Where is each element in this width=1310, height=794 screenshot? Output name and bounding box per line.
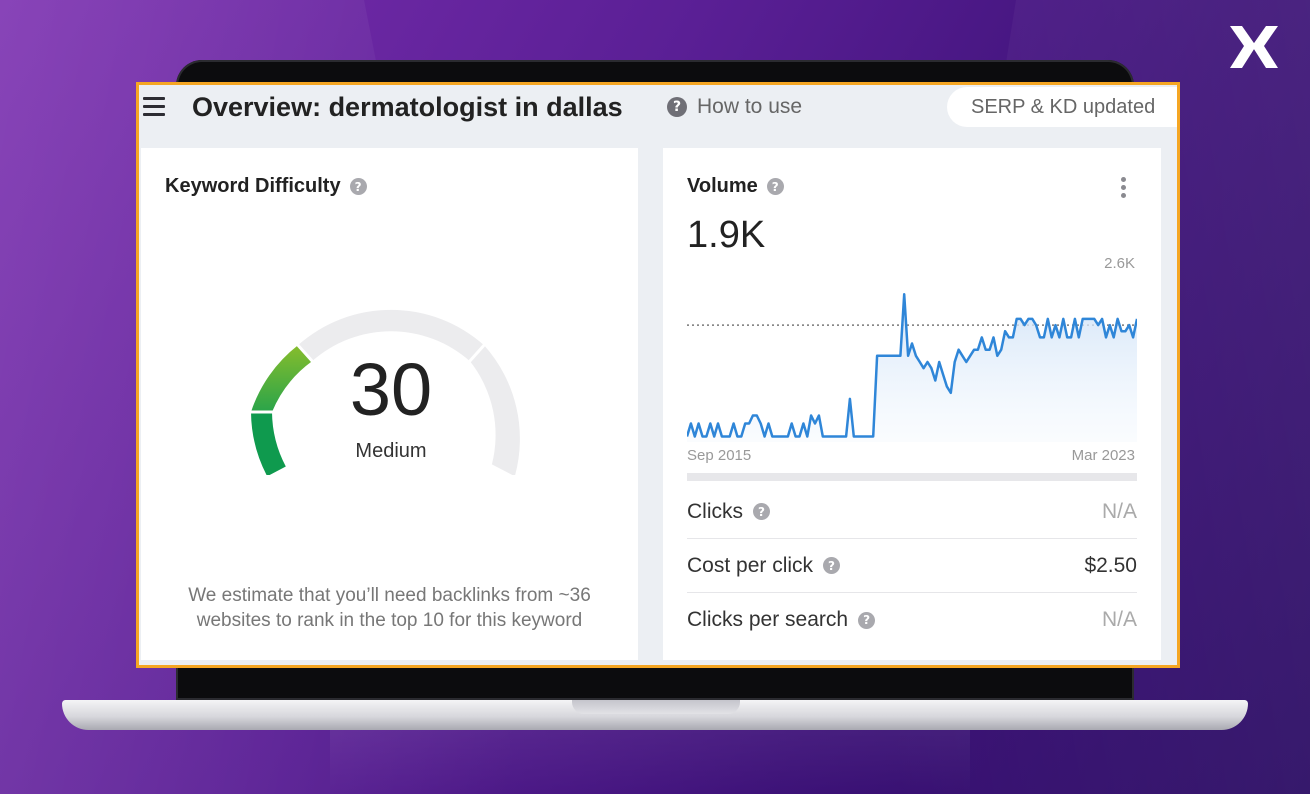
more-options-icon[interactable] — [1121, 177, 1127, 199]
gauge-fill-segment — [251, 412, 286, 475]
gauge-fill-segment — [251, 345, 312, 412]
difficulty-level: Medium — [355, 440, 427, 462]
how-to-use-label: How to use — [697, 95, 803, 118]
x-end-tick-label: Mar 2023 — [1072, 447, 1135, 464]
cost-per-click-label: Cost per click ? — [687, 553, 841, 578]
help-icon: ? — [667, 97, 687, 117]
gauge-track-segment — [470, 345, 520, 475]
keyword-difficulty-title: Keyword Difficulty ? — [165, 175, 367, 198]
difficulty-score: 30 — [349, 348, 433, 431]
page-title: Overview: dermatologist in dallas — [192, 92, 623, 122]
how-to-use-link[interactable]: ? How to use — [667, 95, 802, 119]
clicks-value: N/A — [1101, 499, 1137, 523]
clicks-per-search-label: Clicks per search ? — [687, 608, 876, 632]
clicks-label: Clicks ? — [687, 500, 770, 524]
gauge-track-segment — [297, 309, 485, 362]
y-max-tick-label: 2.6K — [1104, 255, 1135, 272]
cost-per-click-row: Cost per click ? $2.50 — [687, 539, 1137, 593]
clicks-per-search-row: Clicks per search ? N/A — [687, 593, 1137, 647]
serp-kd-updated-badge: SERP & KD updated — [947, 87, 1177, 127]
hamburger-icon[interactable] — [143, 97, 165, 116]
brand-x-logo-icon — [1230, 26, 1278, 68]
x-start-tick-label: Sep 2015 — [687, 447, 751, 464]
volume-label: Volume — [687, 175, 758, 197]
help-icon[interactable]: ? — [823, 557, 841, 574]
cost-per-click-label-text: Cost per click — [687, 553, 814, 577]
help-icon[interactable]: ? — [858, 611, 876, 629]
clicks-per-search-label-text: Clicks per search — [687, 608, 849, 631]
volume-title: Volume ? — [687, 175, 784, 198]
backlinks-estimate-note: We estimate that you’ll need backlinks f… — [188, 585, 591, 631]
screenshot-panel: Overview: dermatologist in dallas ? How … — [136, 82, 1180, 668]
volume-area — [687, 294, 1137, 442]
clicks-per-search-value: N/A — [1101, 608, 1137, 631]
volume-card: Volume ? 1.9K 2.6K Sep 2015 Mar 2023 — [663, 148, 1161, 660]
volume-value: 1.9K — [687, 214, 766, 256]
help-icon[interactable]: ? — [349, 178, 367, 195]
chart-divider — [687, 473, 1137, 481]
cost-per-click-value: $2.50 — [1084, 553, 1137, 577]
volume-trend-chart: 2.6K Sep 2015 Mar 2023 — [687, 255, 1137, 464]
laptop-notch — [572, 700, 740, 714]
help-icon[interactable]: ? — [753, 503, 770, 520]
top-bar: Overview: dermatologist in dallas ? How … — [139, 85, 1177, 133]
difficulty-gauge — [249, 309, 520, 475]
clicks-label-text: Clicks — [687, 499, 743, 523]
volume-line — [687, 293, 1137, 438]
keyword-difficulty-label: Keyword Difficulty — [165, 175, 341, 197]
clicks-row: Clicks ? N/A — [687, 485, 1137, 539]
keyword-difficulty-card: Keyword Difficulty ? 30 Medium We estima… — [141, 148, 638, 660]
help-icon[interactable]: ? — [766, 178, 784, 195]
